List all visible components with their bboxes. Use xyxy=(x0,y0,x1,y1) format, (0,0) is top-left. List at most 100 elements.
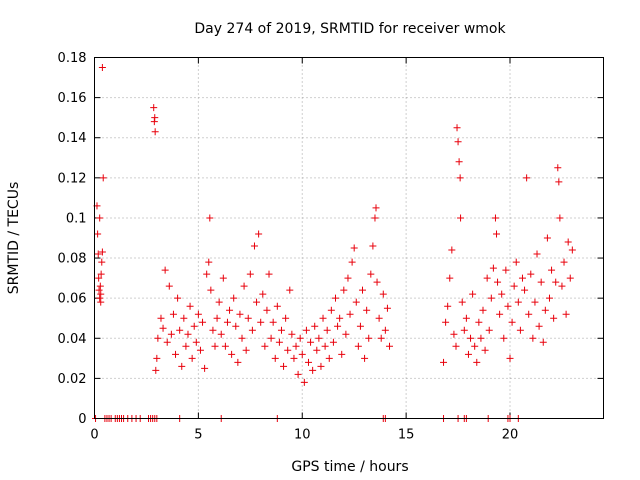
data-point xyxy=(566,274,574,282)
data-point xyxy=(460,326,468,334)
data-point xyxy=(479,306,487,314)
data-point xyxy=(180,314,188,322)
data-point xyxy=(97,270,105,278)
data-point xyxy=(228,350,236,358)
data-point xyxy=(253,298,261,306)
data-point xyxy=(564,238,572,246)
data-point xyxy=(284,346,292,354)
data-point xyxy=(462,314,470,322)
data-point xyxy=(97,290,105,298)
data-point xyxy=(280,362,288,370)
data-point xyxy=(494,278,502,286)
y-tick-label: 0.08 xyxy=(58,252,87,267)
x-tick-label: 5 xyxy=(194,428,202,443)
data-point xyxy=(292,342,300,350)
data-point xyxy=(533,250,541,258)
data-point xyxy=(269,318,277,326)
data-point xyxy=(487,294,495,302)
data-point xyxy=(206,214,214,222)
data-point xyxy=(381,326,389,334)
data-point xyxy=(485,326,493,334)
data-point xyxy=(286,286,294,294)
data-point xyxy=(453,124,461,132)
data-point xyxy=(234,358,242,366)
data-point xyxy=(377,334,385,342)
data-point xyxy=(489,264,497,272)
data-point xyxy=(361,354,369,362)
data-point xyxy=(215,298,223,306)
data-point xyxy=(356,322,364,330)
data-point xyxy=(331,294,339,302)
data-point xyxy=(352,298,360,306)
data-point xyxy=(323,326,331,334)
data-point xyxy=(477,334,485,342)
data-point xyxy=(207,286,215,294)
data-point xyxy=(304,358,312,366)
data-point xyxy=(300,378,308,386)
data-point xyxy=(372,204,380,212)
data-point xyxy=(151,128,159,136)
data-point xyxy=(150,104,158,112)
data-point xyxy=(95,274,103,282)
x-tick-label: 0 xyxy=(90,428,98,443)
data-point xyxy=(379,290,387,298)
data-point xyxy=(514,298,522,306)
data-point xyxy=(257,318,265,326)
data-point xyxy=(298,350,306,358)
data-point xyxy=(203,270,211,278)
data-point xyxy=(340,286,348,294)
data-point xyxy=(199,318,207,326)
data-point xyxy=(255,230,263,238)
data-point xyxy=(346,310,354,318)
data-point xyxy=(273,302,281,310)
data-point xyxy=(502,266,510,274)
data-point xyxy=(554,164,562,172)
data-point xyxy=(550,314,558,322)
data-point xyxy=(309,366,317,374)
data-point xyxy=(165,282,173,290)
data-point xyxy=(151,114,159,122)
data-point xyxy=(365,334,373,342)
y-axis-label: SRMTID / TECUs xyxy=(6,182,22,295)
data-point xyxy=(452,342,460,350)
data-point xyxy=(440,358,448,366)
data-point xyxy=(159,324,167,332)
data-point xyxy=(153,354,161,362)
data-point xyxy=(263,306,271,314)
data-point xyxy=(271,354,279,362)
data-point xyxy=(386,342,394,350)
y-tick-label: 0 xyxy=(78,412,86,427)
data-point xyxy=(469,290,477,298)
data-point xyxy=(558,282,566,290)
data-point xyxy=(498,290,506,298)
data-point xyxy=(154,334,162,342)
data-point xyxy=(240,282,248,290)
data-point xyxy=(275,338,283,346)
data-point xyxy=(444,302,452,310)
data-point xyxy=(95,286,103,294)
data-point xyxy=(174,294,182,302)
data-point xyxy=(334,322,342,330)
data-point xyxy=(342,330,350,338)
data-point xyxy=(211,342,219,350)
data-point xyxy=(455,158,463,166)
data-point xyxy=(373,278,381,286)
data-point xyxy=(317,362,325,370)
data-point xyxy=(196,346,204,354)
data-point xyxy=(97,298,105,306)
y-tick-label: 0.16 xyxy=(58,91,87,106)
data-point xyxy=(290,354,298,362)
data-point xyxy=(178,362,186,370)
data-point xyxy=(481,346,489,354)
axis-ticks: 0 0.02 0.04 0.06 0.08 0.1 0.12 0.14 0.16 0.18 0 5 10… xyxy=(58,51,604,443)
data-point xyxy=(213,314,221,322)
chart-title: Day 274 of 2019, SRMTID for receiver wmo… xyxy=(194,21,506,37)
y-tick-label: 0.14 xyxy=(58,131,87,146)
data-point xyxy=(523,174,531,182)
data-point xyxy=(491,214,499,222)
data-point xyxy=(152,366,160,374)
data-point xyxy=(217,330,225,338)
data-point xyxy=(504,302,512,310)
data-point xyxy=(354,342,362,350)
data-point xyxy=(537,278,545,286)
